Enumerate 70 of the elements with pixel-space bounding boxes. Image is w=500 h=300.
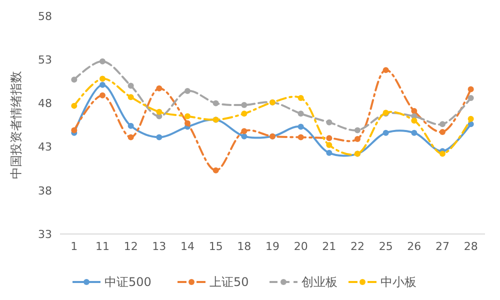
y-tick-label: 43 [38,140,52,154]
point [128,94,134,100]
point [326,142,332,148]
point [326,150,332,156]
point [298,124,304,130]
legend-label: 中小板 [380,275,416,290]
point [298,134,304,140]
point [298,94,304,101]
point [468,94,474,101]
y-tick-label: 48 [38,97,52,110]
x-tick-label: 11 [96,240,110,253]
y-tick-label: 38 [38,184,52,198]
y-axis-title: 中国投资者情绪指数 [9,71,23,179]
point [100,92,106,98]
legend-label: 上证50 [210,275,249,290]
legend-label: 中证500 [104,275,152,290]
point [128,134,134,140]
point [241,128,248,134]
y-tick-label: 33 [38,228,52,241]
point [156,85,162,92]
x-tick-label: 14 [180,240,194,253]
point [411,118,418,124]
point [411,108,418,114]
x-tick-label: 22 [350,240,364,253]
legend-label: 创业板 [302,275,338,290]
x-tick-label: 27 [436,240,450,253]
point [382,67,389,74]
point [411,130,418,136]
point [156,108,162,115]
point [71,102,78,109]
point [100,76,106,82]
point [468,116,474,122]
x-tick-label: 28 [464,240,478,253]
point [440,121,446,128]
x-tick-label: 26 [407,240,422,253]
point [241,102,248,108]
point [100,58,106,64]
point [354,136,360,142]
x-tick-label: 15 [208,240,223,253]
point [354,127,360,134]
point [184,113,190,120]
x-tick-label: 12 [124,240,138,253]
point [184,88,190,94]
point [71,127,78,134]
x-tick-label: 19 [266,240,280,253]
point [326,135,332,142]
x-tick-label: 21 [322,240,336,253]
point [128,122,134,129]
point [326,119,332,126]
x-tick-label: 20 [294,240,308,253]
point [71,76,78,83]
x-tick-label: 1 [70,240,78,253]
y-tick-label: 58 [38,10,52,23]
point [156,134,162,140]
x-tick-label: 25 [378,240,393,253]
point [298,110,304,117]
point [100,82,106,88]
point [128,82,134,89]
point [241,133,248,140]
y-tick-label: 53 [38,53,52,66]
x-tick-label: 13 [152,240,166,253]
point [212,167,219,174]
point [241,110,248,117]
point [440,128,446,135]
point [440,150,446,157]
point [382,130,389,136]
point [184,120,190,126]
point [468,86,474,92]
point [212,100,219,106]
x-tick-label: 18 [237,240,252,253]
